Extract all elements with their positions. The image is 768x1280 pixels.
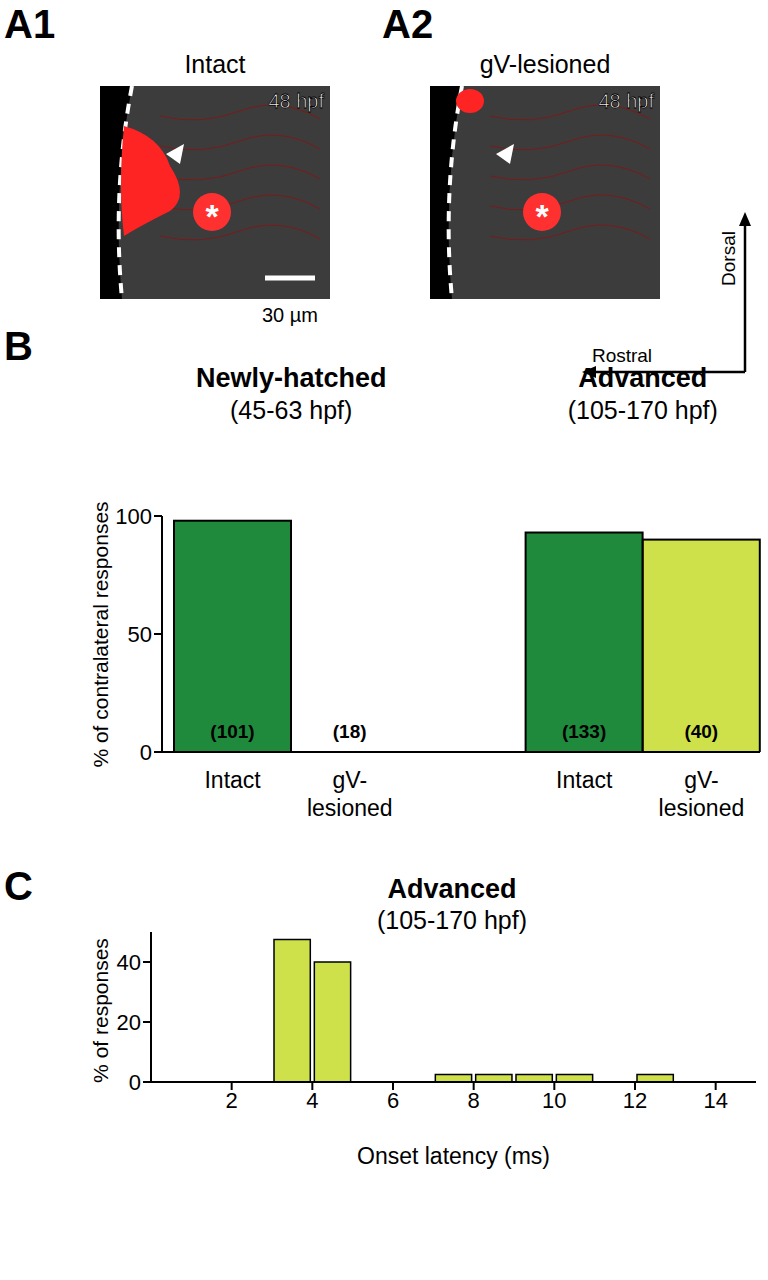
- svg-text:(101): (101): [210, 721, 254, 742]
- html-text:(105-170 hpf): (105-170 hpf): [567, 396, 718, 424]
- svg-text:48 hpf: 48 hpf: [598, 90, 654, 112]
- html-text:gV-lesioned: gV-lesioned: [479, 50, 611, 78]
- svg-text:12: 12: [623, 1088, 647, 1113]
- html-text:(105-170 hpf): (105-170 hpf): [376, 906, 527, 934]
- svg-text:lesioned: lesioned: [659, 795, 745, 821]
- svg-text:Onset latency (ms): Onset latency (ms): [357, 1143, 550, 1169]
- html-text:% of contralateral responses: % of contralateral responses: [88, 500, 112, 768]
- svg-text:*: *: [205, 197, 219, 235]
- html-text:Dorsal: Dorsal: [717, 230, 739, 286]
- svg-text:10: 10: [542, 1088, 566, 1113]
- svg-text:0: 0: [129, 1070, 141, 1095]
- svg-text:2: 2: [226, 1088, 238, 1113]
- html-text:% of responses: % of responses: [88, 937, 112, 1083]
- svg-text:0: 0: [140, 740, 152, 765]
- svg-text:lesioned: lesioned: [307, 795, 393, 821]
- svg-text:gV-: gV-: [333, 767, 368, 793]
- svg-text:(133): (133): [562, 721, 606, 742]
- html-text:B: B: [4, 324, 33, 368]
- svg-text:Intact: Intact: [556, 767, 613, 793]
- svg-text:4: 4: [306, 1088, 318, 1113]
- svg-text:100: 100: [115, 504, 152, 529]
- html-text:A1: A1: [4, 2, 56, 46]
- html-text:Advanced: Advanced: [387, 874, 517, 904]
- html-text:Advanced: Advanced: [578, 363, 708, 393]
- svg-text:14: 14: [703, 1088, 727, 1113]
- svg-text:*: *: [535, 197, 549, 235]
- html-text:Rostral: Rostral: [591, 345, 653, 366]
- svg-text:48 hpf: 48 hpf: [268, 90, 324, 112]
- html-text:A2: A2: [382, 2, 434, 46]
- html-text:30 µm: 30 µm: [262, 304, 318, 326]
- svg-text:(40): (40): [684, 721, 718, 742]
- html-text:(45-63 hpf): (45-63 hpf): [230, 396, 353, 424]
- svg-text:8: 8: [468, 1088, 480, 1113]
- svg-text:50: 50: [128, 622, 152, 647]
- html-text:C: C: [4, 864, 33, 908]
- svg-text:20: 20: [117, 1010, 141, 1035]
- svg-text:6: 6: [387, 1088, 399, 1113]
- html-text:Intact: Intact: [184, 50, 246, 78]
- svg-text:gV-: gV-: [684, 767, 719, 793]
- svg-text:40: 40: [117, 950, 141, 975]
- svg-text:(18): (18): [333, 721, 367, 742]
- html-text:Newly-hatched: Newly-hatched: [195, 363, 387, 393]
- svg-text:Intact: Intact: [204, 767, 261, 793]
